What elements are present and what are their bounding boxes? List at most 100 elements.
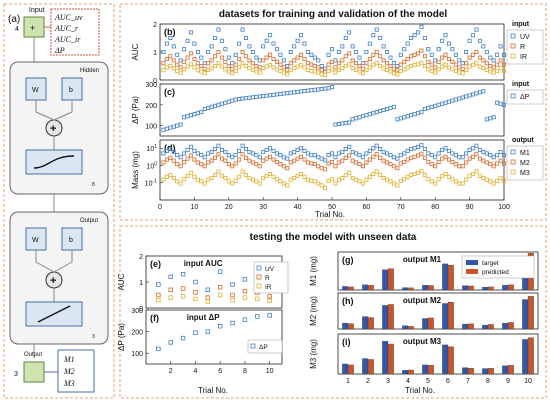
panel-h-bar-predicted xyxy=(507,322,514,330)
panel-e-point xyxy=(193,279,198,285)
panel-d-point xyxy=(192,148,197,153)
panel-b-point xyxy=(213,64,218,69)
panel-h-subtitle: output M2 xyxy=(403,296,442,305)
panel-b-point xyxy=(347,62,352,67)
panel-b-point xyxy=(188,30,193,35)
panel-d-point xyxy=(429,153,434,158)
panel-c-point xyxy=(347,120,352,125)
panel-c-ylabel: ΔP (Pa) xyxy=(131,96,140,124)
panel-b-point xyxy=(185,55,190,60)
panel-b-point xyxy=(175,52,180,57)
panel-g-label: (g) xyxy=(342,255,354,265)
panel-d-point xyxy=(329,151,334,156)
panel-f-ytick: 300 xyxy=(131,308,143,315)
panel-d-label: (d) xyxy=(164,143,176,153)
panel-d-point xyxy=(243,147,248,152)
panel-b-point xyxy=(467,55,472,60)
hidden-plus: + xyxy=(50,123,56,135)
panel-d-point xyxy=(367,148,372,153)
panel-b-point xyxy=(175,62,180,67)
panel-f-label: (f) xyxy=(150,313,159,323)
panel-d-point xyxy=(471,154,476,159)
panel-b-point xyxy=(381,44,386,49)
panel-b-point xyxy=(219,64,224,69)
panel-h-bar-target xyxy=(502,322,509,330)
panel-b-point xyxy=(398,62,403,67)
panel-b-point xyxy=(464,61,469,66)
linear-icon xyxy=(37,305,71,323)
panel-b-legend-label: IR xyxy=(520,54,527,61)
panel-b-point xyxy=(216,27,221,32)
panel-g-legend-label: predicted xyxy=(482,269,509,276)
panel-b-point xyxy=(161,68,166,73)
panel-d-point xyxy=(453,179,458,184)
panel-d-point xyxy=(436,177,441,182)
panel-b-point xyxy=(278,52,283,57)
panel-d-point xyxy=(268,154,273,159)
output-var-2: M2 xyxy=(63,367,75,376)
final-output-title: Output xyxy=(24,352,42,358)
panel-b-point xyxy=(364,50,369,55)
panel-d-point xyxy=(429,162,434,167)
panel-d-point xyxy=(182,151,187,156)
panel-f-point xyxy=(156,346,161,352)
panel-b-point xyxy=(171,66,176,71)
panel-d-point xyxy=(347,170,352,175)
panel-d-legend-marker xyxy=(510,149,516,155)
panel-e-ylabel: AUC xyxy=(117,273,126,290)
panel-b-point xyxy=(250,61,255,66)
panel-b-point xyxy=(192,57,197,62)
panel-b-point xyxy=(192,41,197,46)
panel-d-point xyxy=(340,150,345,155)
panel-d-point xyxy=(233,161,238,166)
input-node-plus: + xyxy=(30,23,35,33)
panel-d-point xyxy=(261,175,266,180)
panel-b-point xyxy=(426,47,431,52)
panel-d-point xyxy=(168,173,173,178)
panel-b-point xyxy=(336,61,341,66)
panel-b-point xyxy=(281,65,286,70)
panel-d-point xyxy=(323,158,328,163)
panel-c-legend-marker xyxy=(510,93,516,99)
panel-e-ytick: 2 xyxy=(139,254,143,261)
right-xtick-label: 7 xyxy=(466,378,470,385)
panel-b-point xyxy=(233,69,238,74)
panel-d-point xyxy=(278,162,283,167)
top-xtick-label: 80 xyxy=(431,204,439,211)
right-xtick-label: 2 xyxy=(366,378,370,385)
panel-d-point xyxy=(450,159,455,164)
network-diagram: (a) Input 4 + AUC_uv AUC_r AUC_ir ΔP Hid… xyxy=(3,3,115,399)
panel-h-bar-predicted xyxy=(467,323,474,330)
panel-d-point xyxy=(488,179,493,184)
panel-d-point xyxy=(302,148,307,153)
panel-d-point xyxy=(388,162,393,167)
panel-b-point xyxy=(164,41,169,46)
panel-b-point xyxy=(371,33,376,38)
panel-b-ytick: 2 xyxy=(153,22,157,29)
panel-b-point xyxy=(202,71,207,76)
panel-d-point xyxy=(216,169,221,174)
input-title: Input xyxy=(29,7,45,14)
panel-b-point xyxy=(305,50,310,55)
panel-f-subtitle: input ΔP xyxy=(187,313,221,322)
panel-g-legend-swatch xyxy=(466,260,478,265)
panel-d-point xyxy=(436,159,441,164)
panel-b-point xyxy=(402,59,407,64)
output-title: Output xyxy=(80,218,98,224)
panel-g-bar-predicted xyxy=(467,285,474,291)
panel-b-point xyxy=(343,36,348,41)
panel-f-point xyxy=(230,320,235,326)
output-connectors xyxy=(35,250,73,273)
panel-d-legend-label: M3 xyxy=(520,170,530,177)
panel-f-point xyxy=(242,317,248,322)
panel-i-bar-predicted xyxy=(347,364,354,375)
panel-b-point xyxy=(484,61,489,66)
panel-d-point xyxy=(419,151,424,156)
panel-b-legend-title: input xyxy=(512,21,530,28)
right-xtick-label: 9 xyxy=(506,378,510,385)
right-xtick-label: 8 xyxy=(486,378,490,385)
panel-d-point xyxy=(233,153,238,158)
panel-b-point xyxy=(295,38,300,43)
panel-b-point xyxy=(367,57,372,62)
